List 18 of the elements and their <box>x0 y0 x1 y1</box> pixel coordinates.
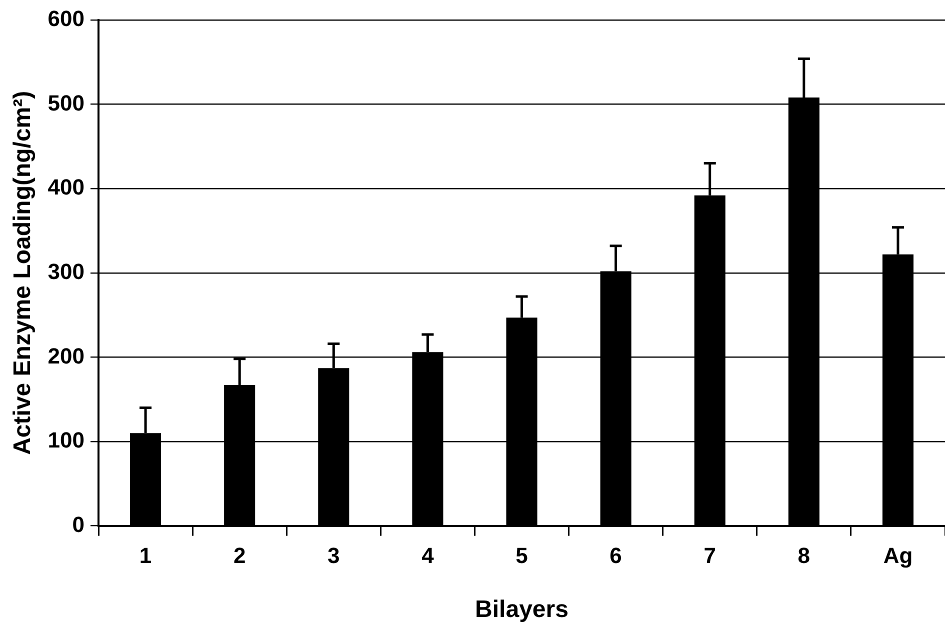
y-tick-label: 200 <box>48 343 85 368</box>
y-axis-title: Active Enzyme Loading(ng/cm²) <box>9 90 36 455</box>
y-tick-label: 0 <box>72 512 85 537</box>
y-tick-label: 400 <box>48 174 85 200</box>
x-tick-label: 7 <box>704 543 716 568</box>
x-tick-label: 2 <box>233 543 246 568</box>
y-tick-label: 100 <box>48 428 85 453</box>
x-tick-label: 5 <box>516 543 528 568</box>
y-tick-label: 600 <box>48 6 85 32</box>
x-tick-label: Ag <box>883 543 913 568</box>
x-tick-label: 8 <box>798 543 810 568</box>
x-tick-label: 1 <box>139 543 152 568</box>
x-tick-label: 3 <box>328 543 340 568</box>
y-tick-label: 300 <box>48 258 85 284</box>
x-axis-title: Bilayers <box>475 596 568 624</box>
y-tick-label: 500 <box>48 90 85 116</box>
x-tick-label: 6 <box>610 543 622 568</box>
x-tick-label: 4 <box>422 543 435 568</box>
